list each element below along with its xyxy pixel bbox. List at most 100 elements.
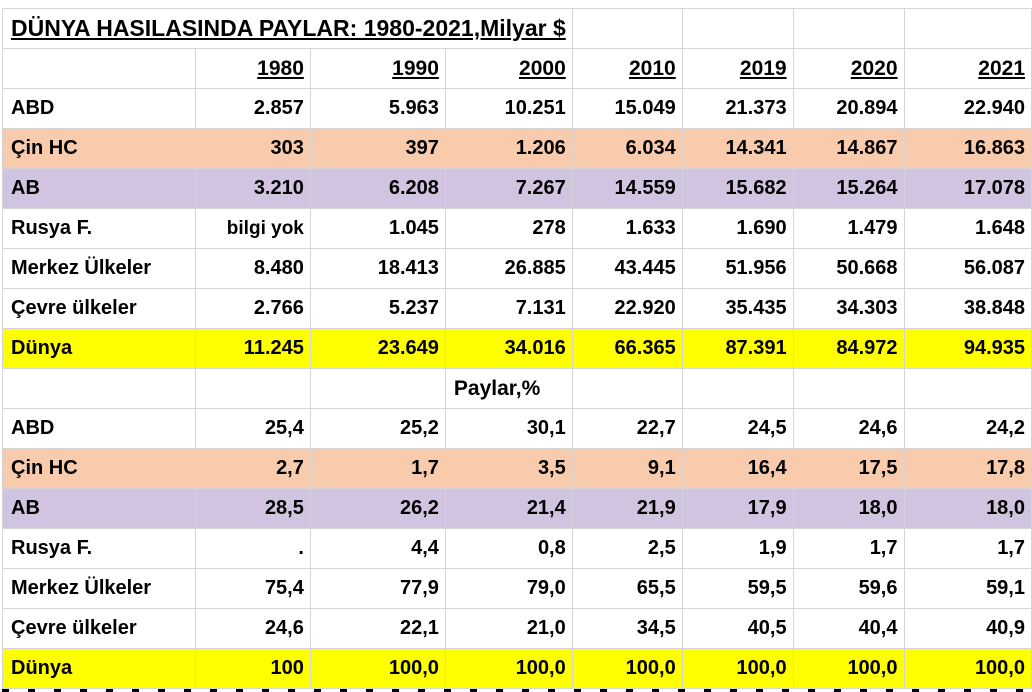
empty-cell[interactable] — [1, 48, 197, 89]
gdp-value-cell[interactable]: 1.648 — [903, 208, 1032, 249]
year-header[interactable]: 2019 — [681, 48, 794, 89]
empty-cell[interactable] — [195, 368, 311, 409]
share-value-cell[interactable]: 40,9 — [903, 608, 1032, 649]
empty-cell[interactable] — [903, 368, 1032, 409]
gdp-value-cell[interactable]: 3.210 — [195, 168, 311, 209]
share-value-cell[interactable]: 17,8 — [903, 448, 1032, 489]
share-value-cell[interactable]: 22,1 — [309, 608, 446, 649]
gdp-value-cell[interactable]: 278 — [444, 208, 573, 249]
gdp-value-cell[interactable]: 21.373 — [681, 88, 794, 129]
share-value-cell[interactable]: . — [195, 528, 311, 569]
empty-cell[interactable] — [792, 8, 905, 49]
gdp-value-cell[interactable]: 84.972 — [792, 328, 905, 369]
share-value-cell[interactable]: 2,7 — [195, 448, 311, 489]
row-label[interactable]: Çin HC — [1, 448, 197, 489]
gdp-value-cell[interactable]: 5.237 — [309, 288, 446, 329]
share-value-cell[interactable]: 18,0 — [792, 488, 905, 529]
share-value-cell[interactable]: 65,5 — [571, 568, 683, 609]
year-header[interactable]: 2010 — [571, 48, 683, 89]
gdp-value-cell[interactable]: 34.303 — [792, 288, 905, 329]
share-value-cell[interactable]: 2,5 — [571, 528, 683, 569]
gdp-value-cell[interactable]: 14.559 — [571, 168, 683, 209]
gdp-value-cell[interactable]: 18.413 — [309, 248, 446, 289]
gdp-value-cell[interactable]: 5.963 — [309, 88, 446, 129]
gdp-value-cell[interactable]: 22.920 — [571, 288, 683, 329]
share-value-cell[interactable]: 75,4 — [195, 568, 311, 609]
row-label[interactable]: AB — [1, 488, 197, 529]
empty-cell[interactable] — [1, 368, 197, 409]
share-value-cell[interactable]: 3,5 — [444, 448, 573, 489]
share-value-cell[interactable]: 59,1 — [903, 568, 1032, 609]
row-label[interactable]: ABD — [1, 88, 197, 129]
year-header[interactable]: 2020 — [792, 48, 905, 89]
gdp-value-cell[interactable]: 397 — [309, 128, 446, 169]
row-label[interactable]: Çin HC — [1, 128, 197, 169]
row-label[interactable]: Dünya — [1, 328, 197, 369]
share-value-cell[interactable]: 21,0 — [444, 608, 573, 649]
share-value-cell[interactable]: 79,0 — [444, 568, 573, 609]
share-value-cell[interactable]: 22,7 — [571, 408, 683, 449]
share-value-cell[interactable]: 28,5 — [195, 488, 311, 529]
gdp-value-cell[interactable]: 87.391 — [681, 328, 794, 369]
gdp-value-cell[interactable]: 38.848 — [903, 288, 1032, 329]
gdp-value-cell[interactable]: 303 — [195, 128, 311, 169]
share-value-cell[interactable]: 100,0 — [792, 648, 905, 689]
gdp-value-cell[interactable]: 10.251 — [444, 88, 573, 129]
share-value-cell[interactable]: 24,6 — [195, 608, 311, 649]
year-header[interactable]: 2021 — [903, 48, 1032, 89]
gdp-value-cell[interactable]: 1.479 — [792, 208, 905, 249]
gdp-value-cell[interactable]: 35.435 — [681, 288, 794, 329]
empty-cell[interactable] — [309, 368, 446, 409]
gdp-value-cell[interactable]: 1.206 — [444, 128, 573, 169]
row-label[interactable]: Merkez Ülkeler — [1, 568, 197, 609]
empty-cell[interactable] — [903, 8, 1032, 49]
gdp-value-cell[interactable]: 6.208 — [309, 168, 446, 209]
gdp-value-cell[interactable]: 2.857 — [195, 88, 311, 129]
gdp-value-cell[interactable]: 6.034 — [571, 128, 683, 169]
gdp-value-cell[interactable]: 1.633 — [571, 208, 683, 249]
gdp-value-cell[interactable]: 22.940 — [903, 88, 1032, 129]
year-header[interactable]: 1990 — [309, 48, 446, 89]
share-value-cell[interactable]: 40,4 — [792, 608, 905, 649]
gdp-value-cell[interactable]: 66.365 — [571, 328, 683, 369]
share-value-cell[interactable]: 26,2 — [309, 488, 446, 529]
share-value-cell[interactable]: 100,0 — [571, 648, 683, 689]
gdp-value-cell[interactable]: 14.341 — [681, 128, 794, 169]
share-value-cell[interactable]: 100,0 — [309, 648, 446, 689]
share-value-cell[interactable]: 30,1 — [444, 408, 573, 449]
row-label[interactable]: Merkez Ülkeler — [1, 248, 197, 289]
share-value-cell[interactable]: 1,7 — [309, 448, 446, 489]
gdp-value-cell[interactable]: 26.885 — [444, 248, 573, 289]
gdp-value-cell[interactable]: 15.049 — [571, 88, 683, 129]
row-label[interactable]: Çevre ülkeler — [1, 608, 197, 649]
share-value-cell[interactable]: 100,0 — [903, 648, 1032, 689]
share-value-cell[interactable]: 24,5 — [681, 408, 794, 449]
empty-cell[interactable] — [681, 8, 794, 49]
year-header[interactable]: 2000 — [444, 48, 573, 89]
share-value-cell[interactable]: 17,5 — [792, 448, 905, 489]
gdp-value-cell[interactable]: 15.682 — [681, 168, 794, 209]
share-value-cell[interactable]: 59,5 — [681, 568, 794, 609]
share-value-cell[interactable]: 4,4 — [309, 528, 446, 569]
share-value-cell[interactable]: 0,8 — [444, 528, 573, 569]
share-value-cell[interactable]: 100,0 — [681, 648, 794, 689]
share-value-cell[interactable]: 24,2 — [903, 408, 1032, 449]
gdp-value-cell[interactable]: 8.480 — [195, 248, 311, 289]
share-value-cell[interactable]: 40,5 — [681, 608, 794, 649]
share-heading[interactable]: Paylar,% — [444, 368, 573, 409]
row-label[interactable]: Rusya F. — [1, 208, 197, 249]
gdp-value-cell[interactable]: 50.668 — [792, 248, 905, 289]
gdp-value-cell[interactable]: 7.267 — [444, 168, 573, 209]
gdp-value-cell[interactable]: 16.863 — [903, 128, 1032, 169]
gdp-value-cell[interactable]: 1.045 — [309, 208, 446, 249]
gdp-value-cell[interactable]: 43.445 — [571, 248, 683, 289]
gdp-value-cell[interactable]: 7.131 — [444, 288, 573, 329]
gdp-value-cell[interactable]: 11.245 — [195, 328, 311, 369]
gdp-value-cell[interactable]: 17.078 — [903, 168, 1032, 209]
share-value-cell[interactable]: 1,7 — [903, 528, 1032, 569]
empty-cell[interactable] — [681, 368, 794, 409]
share-value-cell[interactable]: 100,0 — [444, 648, 573, 689]
gdp-value-cell[interactable]: 23.649 — [309, 328, 446, 369]
gdp-value-cell[interactable]: bilgi yok — [195, 208, 311, 249]
empty-cell[interactable] — [792, 368, 905, 409]
